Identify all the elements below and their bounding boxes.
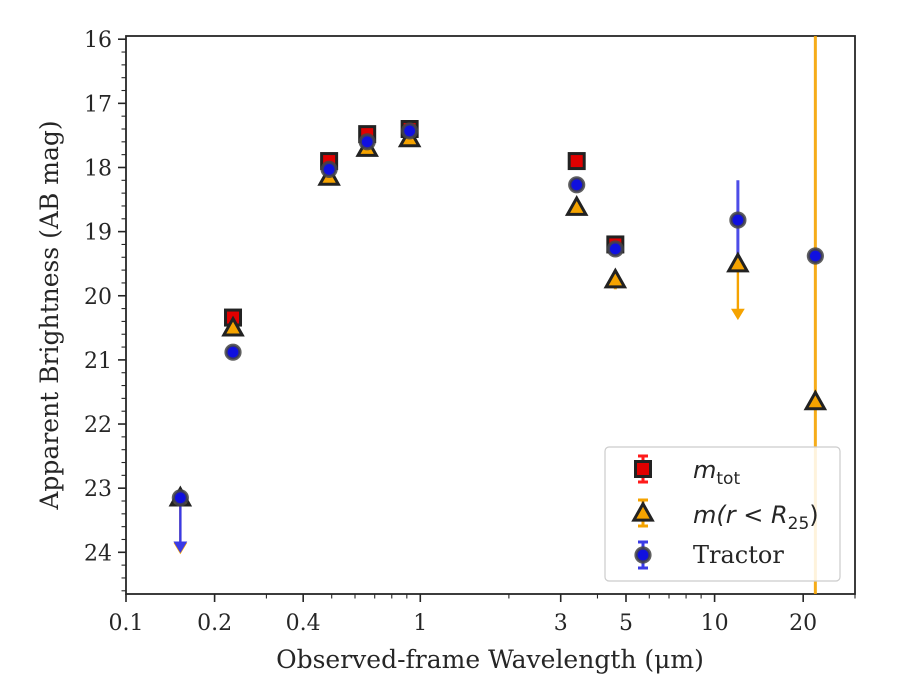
x-tick-label: 5: [619, 611, 633, 636]
x-tick-label: 20: [789, 611, 817, 636]
triangle-marker: [803, 389, 828, 411]
y-tick-label: 19: [84, 221, 112, 246]
legend-circle-marker: [634, 546, 652, 564]
y-axis-label: Apparent Brightness (AB mag): [35, 120, 64, 510]
circle-marker: [729, 211, 747, 229]
circle-marker: [224, 343, 242, 361]
circle-marker: [606, 240, 624, 258]
x-tick-label: 0.4: [286, 611, 321, 636]
circle-marker: [806, 247, 824, 265]
legend-label-tractor: Tractor: [693, 541, 784, 569]
y-tick-label: 18: [84, 156, 112, 181]
legend-label-mtot: mtot: [693, 456, 740, 489]
y-axis: 16 17 18 19 20 21 22 23 24: [84, 28, 126, 592]
triangle-marker: [221, 315, 245, 337]
plot-frame: [125, 35, 856, 595]
legend-triangle-marker: [631, 500, 655, 522]
legend: mtot m(r < R25) Tractor: [604, 446, 841, 582]
legend-square-marker: [634, 460, 652, 478]
legend-box: [604, 446, 841, 582]
upper-limit-arrowhead: [173, 541, 188, 553]
y-tick-label: 23: [84, 477, 112, 502]
plot-area: [125, 35, 856, 595]
legend-label-m-r25: m(r < R25): [693, 501, 819, 534]
triangle-marker: [726, 251, 750, 273]
circle-marker: [568, 176, 586, 194]
x-tick-label: 0.1: [109, 611, 144, 636]
triangle-marker: [603, 267, 628, 289]
circle-marker: [171, 489, 189, 507]
x-axis: 0.1 0.2 0.4 1 3 5 10 20: [109, 594, 856, 636]
circle-marker: [358, 133, 376, 151]
circle-marker: [401, 122, 419, 140]
x-axis-label: Observed-frame Wavelength (μm): [276, 645, 704, 674]
y-tick-label: 20: [84, 285, 112, 310]
y-tick-label: 22: [84, 413, 112, 438]
square-marker: [567, 152, 586, 171]
x-tick-label: 3: [554, 611, 568, 636]
markers: [168, 120, 828, 507]
circle-marker: [320, 160, 338, 179]
triangle-marker: [564, 194, 589, 216]
legend-handles: [631, 454, 655, 570]
y-tick-label: 16: [84, 28, 112, 53]
x-tick-label: 0.2: [197, 611, 232, 636]
y-tick-label: 21: [84, 349, 112, 374]
upper-limit-arrowhead: [731, 308, 745, 321]
x-tick-label: 1: [413, 611, 427, 636]
x-tick-label: 10: [701, 611, 729, 636]
y-tick-label: 24: [84, 541, 112, 566]
y-tick-label: 17: [84, 92, 112, 117]
